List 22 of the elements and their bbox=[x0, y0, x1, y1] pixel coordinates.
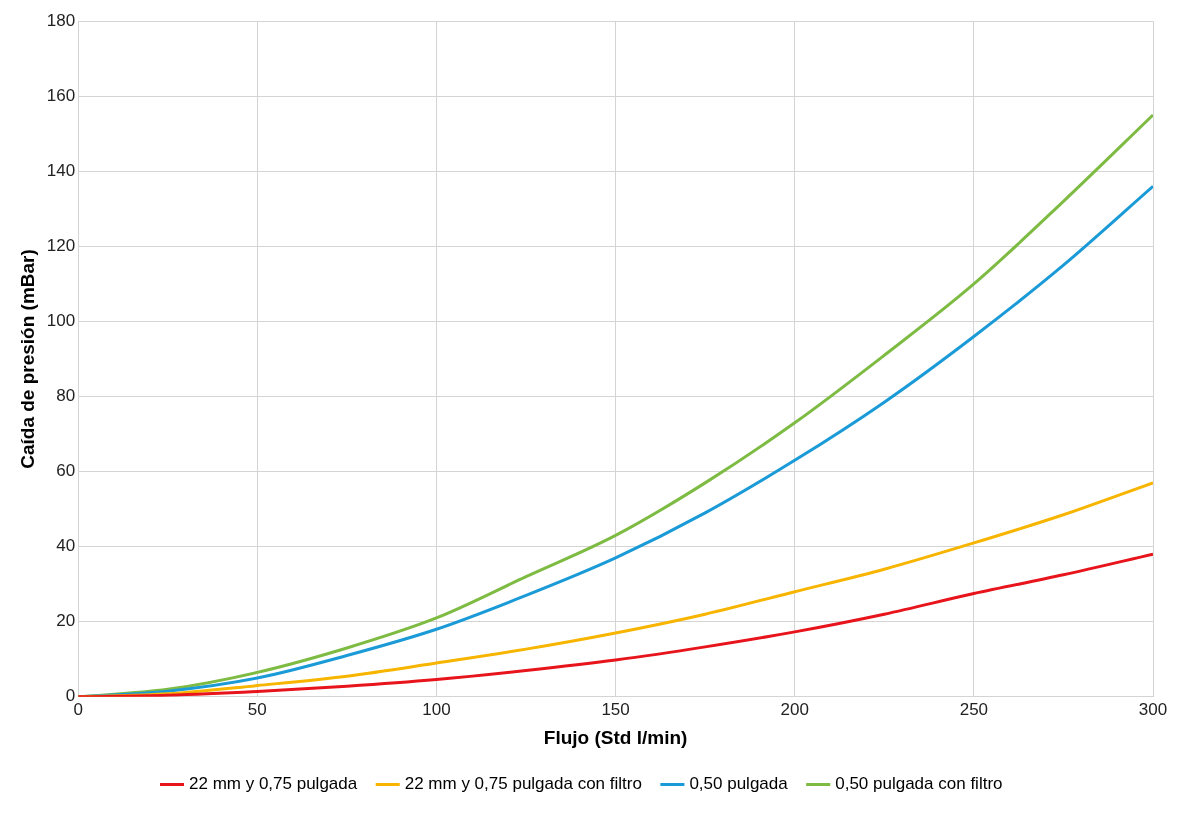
x-tick-label: 150 bbox=[601, 699, 630, 719]
x-tick-label: 200 bbox=[780, 699, 809, 719]
y-tick-label: 140 bbox=[46, 161, 76, 181]
legend-label: 22 mm y 0,75 pulgada bbox=[189, 774, 358, 794]
y-tick-label: 100 bbox=[46, 311, 76, 331]
x-tick-label: 50 bbox=[247, 699, 267, 719]
legend-label: 0,50 pulgada con filtro bbox=[835, 774, 1003, 794]
legend-label: 22 mm y 0,75 pulgada con filtro bbox=[404, 774, 642, 794]
x-axis-title: Flujo (Std l/min) bbox=[543, 726, 688, 748]
line-series bbox=[78, 552, 1153, 697]
x-tick-label: 250 bbox=[959, 699, 989, 719]
x-tick-label: 300 bbox=[1138, 699, 1168, 719]
y-tick-label: 20 bbox=[56, 611, 76, 631]
y-tick-label: 60 bbox=[56, 461, 76, 481]
y-tick-label: 40 bbox=[56, 536, 76, 556]
y-tick-label: 80 bbox=[56, 386, 76, 406]
x-tick-label: 100 bbox=[422, 699, 451, 719]
y-tick-label: 180 bbox=[46, 10, 76, 30]
y-axis-title: Caída de presión (mBar) bbox=[16, 249, 38, 469]
legend-label: 0,50 pulgada bbox=[689, 774, 789, 794]
y-tick-label: 160 bbox=[46, 85, 76, 105]
y-tick-label: 120 bbox=[46, 236, 76, 256]
